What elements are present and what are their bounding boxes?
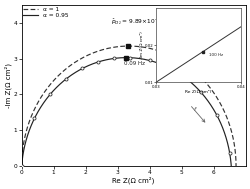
α = 1 [126,45,130,47]
Y-axis label: -Im Z(Ω cm²): -Im Z(Ω cm²) [5,63,12,108]
α = 0.95 [20,165,23,167]
Text: $f$: $f$ [192,105,197,113]
α = 1 [196,74,199,76]
α = 1 [28,121,30,123]
α = 1 [20,165,23,167]
α = 0.95 [229,165,232,167]
Line: α = 0.95: α = 0.95 [22,58,230,166]
α = 1 [234,165,236,167]
Legend: α = 1, α = 0.95: α = 1, α = 0.95 [23,7,68,18]
α = 0.95 [164,65,168,68]
α = 1 [170,55,173,57]
α = 0.95 [92,62,96,64]
α = 1 [197,75,200,77]
α = 1 [71,62,74,65]
Line: α = 1: α = 1 [22,46,235,166]
X-axis label: Re Z(Ω cm²): Re Z(Ω cm²) [112,177,154,184]
α = 1 [92,51,96,53]
α = 0.95 [30,124,32,127]
α = 0.95 [191,83,194,85]
Text: $\hat{p}_{O_2}$ = 9.89$\times$10$^{-26}$: $\hat{p}_{O_2}$ = 9.89$\times$10$^{-26}$ [111,16,164,27]
α = 0.95 [72,72,76,74]
α = 0.95 [124,57,127,59]
Text: 0.09 Hz: 0.09 Hz [124,61,144,66]
α = 0.95 [190,82,192,84]
